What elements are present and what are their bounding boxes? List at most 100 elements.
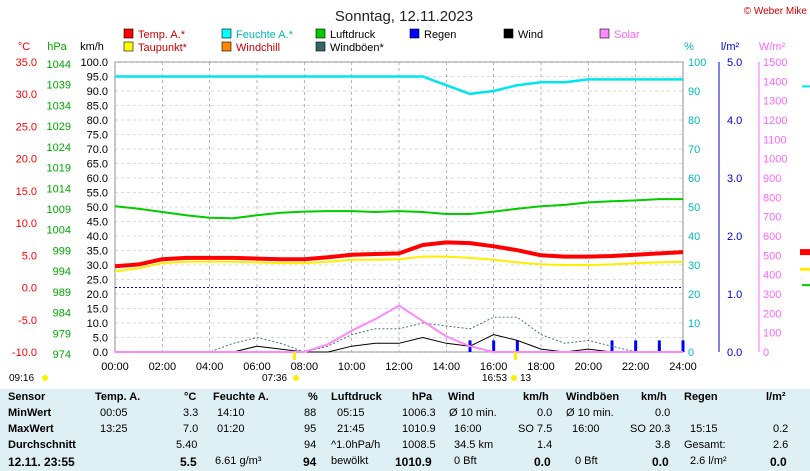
solar-tick-4: 1100 <box>763 134 787 146</box>
unit-humidity: % <box>684 41 694 53</box>
avg-rain: 2.6 <box>773 439 789 451</box>
humidity-tick-1: 90 <box>688 86 700 98</box>
marker-dewpoint <box>800 267 810 271</box>
pressure-tick-14: 974 <box>53 349 71 361</box>
rain-bar-22 <box>634 340 638 352</box>
humidity-tick-10: 0 <box>688 347 694 359</box>
humidity-tick-3: 70 <box>688 144 700 156</box>
solar-tick-14: 100 <box>763 328 781 340</box>
max-gust-label: 16:00 <box>572 423 600 435</box>
hdr-pres-unit: hPa <box>412 391 433 403</box>
solar-tick-6: 900 <box>763 173 781 185</box>
pressure-tick-5: 1019 <box>47 163 71 175</box>
max-pres: 1010.9 <box>402 423 436 435</box>
gust-series <box>115 316 683 353</box>
pressure-tick-12: 984 <box>53 308 71 320</box>
wind-tick-17: 15.0 <box>87 304 108 316</box>
max-rain: 0.2 <box>773 423 789 435</box>
sunset-tick <box>514 352 517 360</box>
solar-tick-15: 0 <box>763 347 769 359</box>
legend-swatch-4 <box>503 28 514 39</box>
now-rain-label: 2.6 l/m² <box>690 455 727 467</box>
wind-tick-12: 40.0 <box>87 231 108 243</box>
hdr-hum-unit: % <box>308 391 318 403</box>
hdr-temp: Temp. A. <box>95 391 141 403</box>
table-row-max: MaxWert 13:25 7.0 01:20 95 21:45 1010.9 … <box>0 423 800 439</box>
x-tick-7: 14:00 <box>433 361 461 373</box>
solar-tick-7: 800 <box>763 192 781 204</box>
now-hum: 94 <box>303 455 317 469</box>
legend-label-7: Windchill <box>236 42 280 54</box>
solar-series <box>115 304 683 353</box>
x-tick-10: 20:00 <box>575 361 603 373</box>
marker-temp <box>800 249 810 256</box>
now-temp: 5.5 <box>180 455 197 469</box>
pressure-tick-7: 1009 <box>47 204 71 216</box>
max-rain-label: 15:15 <box>690 423 718 435</box>
x-tick-6: 12:00 <box>385 361 413 373</box>
x-tick-1: 02:00 <box>149 361 177 373</box>
unit-solar: W/m² <box>759 41 786 53</box>
solar-tick-9: 600 <box>763 231 781 243</box>
pressure-tick-2: 1034 <box>47 100 71 112</box>
wind-tick-10: 50.0 <box>87 202 108 214</box>
temp-tick-2: 25.0 <box>16 121 37 133</box>
humidity-series <box>115 75 683 96</box>
now-pres: 1010.9 <box>395 455 432 469</box>
min-label: MinWert <box>8 407 52 419</box>
table-row-min: MinWert 00:05 3.3 14:10 88 05:15 1006.3 … <box>0 407 800 423</box>
solar-tick-0: 1500 <box>763 57 787 69</box>
now-gust: 0.0 <box>652 455 669 469</box>
hdr-gust-unit: km/h <box>641 391 667 403</box>
humidity-tick-2: 80 <box>688 115 700 127</box>
pressure-tick-4: 1024 <box>47 142 71 154</box>
unit-wind: km/h <box>80 41 104 53</box>
legend-swatch-2 <box>315 28 326 39</box>
rain-tick-5: 0.0 <box>727 347 742 359</box>
max-hum-time: 01:20 <box>217 423 245 435</box>
wind-tick-4: 80.0 <box>87 115 108 127</box>
solar-tick-3: 1200 <box>763 115 787 127</box>
legend-label-2: Luftdruck <box>330 29 376 41</box>
now-wind-label: 0 Bft <box>454 455 477 467</box>
legend-swatch-1 <box>221 28 232 39</box>
stats-table: Sensor Temp. A. °C Feuchte A. % Luftdruc… <box>0 389 810 471</box>
max-temp: 7.0 <box>183 423 199 435</box>
x-tick-12: 24:00 <box>669 361 697 373</box>
legend-swatch-5 <box>599 28 610 39</box>
avg-rain-label: Gesamt: <box>684 439 726 451</box>
humidity-tick-4: 60 <box>688 173 700 185</box>
now-hum-label: 6.61 g/m³ <box>215 455 262 467</box>
min-temp: 3.3 <box>183 407 199 419</box>
table-header-row: Sensor Temp. A. °C Feuchte A. % Luftdruc… <box>0 391 800 407</box>
hdr-rain-unit: l/m² <box>766 391 786 403</box>
min-wind: 0.0 <box>537 407 553 419</box>
temp-tick-5: 10.0 <box>16 218 37 230</box>
wind-tick-16: 20.0 <box>87 289 108 301</box>
pressure-tick-1: 1039 <box>47 80 71 92</box>
min-pres-time: 05:15 <box>337 407 365 419</box>
now-rain: 0.0 <box>770 455 787 469</box>
marker-humidity <box>802 85 810 88</box>
chart-title: Sonntag, 12.11.2023 <box>335 8 473 25</box>
legend-swatch-6 <box>123 41 134 52</box>
dewpoint-series <box>114 255 684 273</box>
solar-tick-1: 1400 <box>763 76 787 88</box>
wind-tick-19: 5.0 <box>93 333 108 345</box>
legend-label-3: Regen <box>424 29 456 41</box>
rain-tick-4: 1.0 <box>727 289 742 301</box>
temp-tick-4: 15.0 <box>16 186 37 198</box>
wind-tick-1: 95.0 <box>87 72 108 84</box>
unit-rain: l/m² <box>721 41 740 53</box>
humidity-tick-7: 30 <box>688 260 700 272</box>
hdr-pres: Luftdruck <box>331 391 382 403</box>
moonrise-time: 09:16 <box>9 373 34 384</box>
pressure-tick-3: 1029 <box>47 121 71 133</box>
wind-tick-11: 45.0 <box>87 217 108 229</box>
hdr-sensor: Sensor <box>8 391 46 403</box>
x-tick-0: 00:00 <box>101 361 129 373</box>
legend-swatch-8 <box>315 41 326 52</box>
wind-tick-2: 90.0 <box>87 86 108 98</box>
now-gust-label: 0 Bft <box>575 455 598 467</box>
legend-label-6: Taupunkt* <box>138 42 188 54</box>
